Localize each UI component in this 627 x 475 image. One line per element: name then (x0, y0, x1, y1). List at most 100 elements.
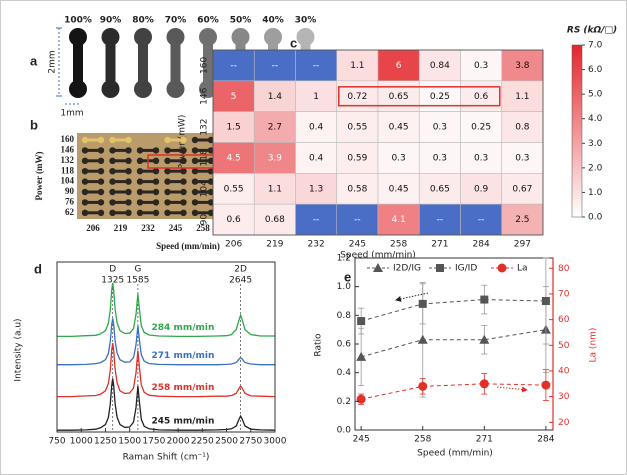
cell-label: 0.67 (512, 184, 532, 194)
marker (418, 299, 427, 308)
x-tick-label: 297 (514, 240, 531, 250)
percentage-label: 90% (100, 16, 122, 26)
y-tick-label: 0.4 (337, 368, 352, 378)
plot-frame (212, 49, 544, 236)
sample (97, 157, 105, 164)
y2-axis-label: La (nm) (589, 328, 599, 363)
heatmap-cell (212, 80, 255, 112)
trend-arrow (395, 292, 429, 302)
heatmap-cell (418, 111, 461, 143)
cell-label: 2.7 (268, 123, 282, 133)
x-tick-label: 219 (114, 223, 128, 233)
y-tick-label: 146 (200, 87, 210, 104)
legend-marker (497, 263, 507, 273)
y2-tick-label: 80 (558, 264, 570, 274)
width-label: 1mm (60, 109, 83, 119)
panel-label: b (30, 117, 38, 132)
x-axis-label: Raman Shift (cm⁻¹) (123, 453, 210, 463)
sample (180, 199, 187, 206)
cell-label: 0.8 (515, 123, 530, 133)
cell-label: 0.6 (474, 92, 489, 102)
heatmap-cell (253, 111, 296, 143)
cell-label: 4.1 (391, 215, 405, 225)
cell-label: -- (230, 61, 237, 71)
cell-label: 5 (231, 92, 237, 102)
sample (152, 188, 160, 196)
series-line (361, 383, 546, 400)
colorbar-tick-label: 0.0 (588, 213, 603, 223)
colorbar-tick-label: 5.0 (588, 90, 603, 100)
colorbar-tick-label: 1.0 (588, 188, 603, 198)
peak-name: 2D (234, 265, 247, 275)
y-tick-label: 0.0 (337, 426, 352, 436)
panel-label: c (290, 35, 297, 50)
sample (85, 190, 101, 194)
x-tick-label: 258 (414, 435, 431, 445)
y-tick-label: 160 (200, 57, 210, 74)
colorbar-title: RS (kΩ/□) (567, 26, 617, 36)
colorbar-tick-label: 4.0 (588, 114, 603, 124)
x-tick-label: 1250 (94, 437, 117, 447)
x-tick-label: 2250 (191, 437, 214, 447)
cell-label: -- (272, 61, 279, 71)
heatmap-cell (253, 203, 296, 236)
y-tick-label: 62 (65, 207, 75, 217)
heatmap-cell (377, 203, 420, 236)
y2-tick-label: 50 (558, 341, 570, 351)
cell-label: 0.55 (224, 184, 244, 194)
sample (97, 168, 105, 175)
x-tick-label: 2500 (215, 437, 238, 447)
sample (140, 200, 156, 204)
heatmap-cell (501, 142, 544, 174)
percentage-label: 60% (197, 16, 219, 26)
x-tick-label: 258 (390, 240, 407, 250)
sample (180, 178, 187, 185)
y-tick-label: 0.6 (337, 340, 352, 350)
sample (97, 147, 105, 154)
panel-label: d (34, 261, 42, 276)
cell-label: 1.1 (268, 184, 282, 194)
y-tick-label: 0.8 (337, 311, 352, 321)
peak-position: 2645 (229, 276, 252, 286)
x-tick-label: 750 (48, 437, 65, 447)
heatmap-cell (377, 49, 420, 82)
y-axis-label: Power (mW) (34, 151, 44, 200)
dogbone (138, 37, 148, 89)
heatmap-cell (460, 80, 503, 112)
heatmap-cell (460, 111, 503, 143)
sample (112, 200, 129, 204)
cell-label: 1.3 (309, 184, 323, 194)
y-tick-label: 104 (61, 176, 75, 186)
y-tick-label: 118 (61, 165, 75, 175)
y2-tick-label: 70 (558, 289, 570, 299)
cell-label: 0.25 (430, 92, 450, 102)
heatmap-cell (460, 49, 503, 82)
peak-name: G (134, 265, 141, 275)
dogbone (166, 80, 185, 98)
heatmap-cell (418, 80, 461, 112)
sample (97, 188, 105, 196)
sample (85, 211, 101, 215)
sample (85, 180, 101, 184)
x-axis-label: Speed (mm/min) (340, 251, 416, 261)
sample (152, 168, 160, 175)
cell-label: 0.25 (471, 123, 491, 133)
legend-label: IG/ID (455, 264, 477, 274)
sample (97, 178, 105, 185)
cell-label: 0.72 (347, 92, 367, 102)
legend-marker (373, 263, 383, 272)
cell-label: 0.65 (430, 184, 450, 194)
highlight-box (338, 86, 501, 107)
legend-label: La (517, 264, 528, 274)
cell-label: 3.9 (268, 153, 283, 163)
sample (140, 190, 156, 194)
sample (195, 190, 211, 194)
x-axis-label: Speed (mm/min) (417, 449, 493, 459)
sample (125, 188, 132, 196)
cell-label: 4.5 (226, 153, 240, 163)
sample (167, 190, 184, 194)
spectrum (57, 318, 275, 366)
sample (125, 178, 132, 185)
cell-label: 1.1 (350, 61, 364, 71)
cell-label: 1.4 (268, 92, 283, 102)
